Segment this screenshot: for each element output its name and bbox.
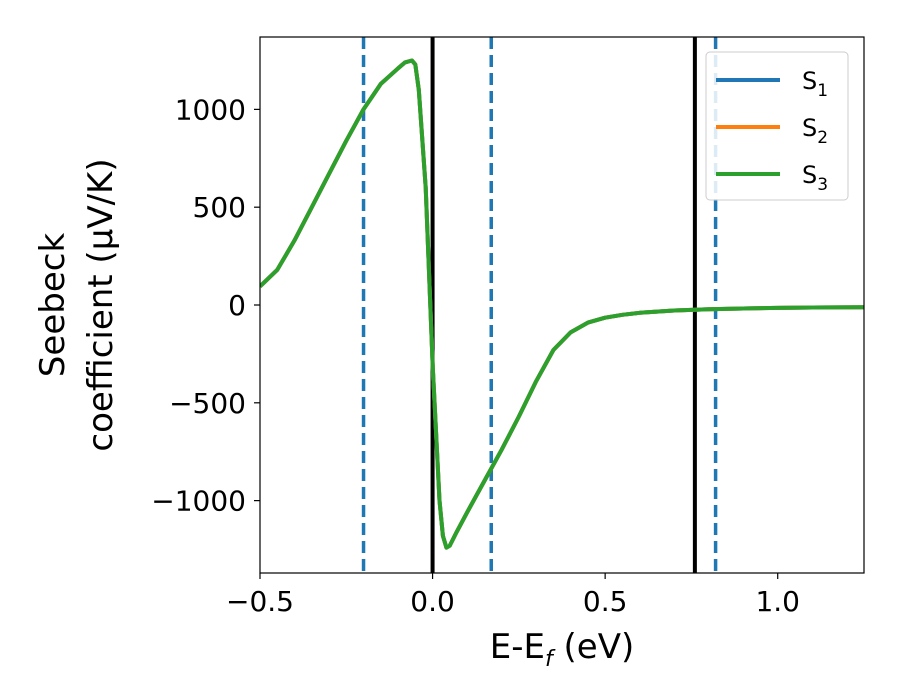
- x-axis-ticks: −0.5 0.0 0.5 1.0: [226, 573, 800, 618]
- y-axis-ticks: 1000 500 0 −500 −1000: [151, 93, 260, 518]
- y-tick-label: 0: [228, 289, 246, 322]
- x-tick-label: 1.0: [755, 585, 800, 618]
- legend-item-s1: S1: [716, 67, 828, 101]
- vertical-lines: [361, 37, 718, 573]
- y-tick-label: −1000: [151, 485, 246, 518]
- y-tick-label: 1000: [175, 93, 246, 126]
- legend-label: S2: [802, 114, 828, 148]
- x-tick-label: 0.0: [410, 585, 455, 618]
- y-tick-label: 500: [193, 191, 246, 224]
- x-tick-label: −0.5: [226, 585, 294, 618]
- y-axis-label-line1: Seebeck: [33, 233, 73, 378]
- legend-label: S3: [802, 161, 828, 195]
- series-lines: [260, 58, 864, 550]
- series-line-s3: [260, 58, 864, 550]
- legend: S1 S2 S3: [705, 51, 849, 201]
- legend-label: S1: [802, 67, 828, 101]
- legend-item-s3: S3: [716, 161, 828, 195]
- y-tick-label: −500: [169, 387, 246, 420]
- y-axis-label: Seebeck coefficient (μV/K): [33, 158, 121, 451]
- y-axis-label-line2: coefficient (μV/K): [81, 158, 121, 451]
- x-axis-label: E-Ef (eV): [490, 627, 635, 672]
- x-tick-label: 0.5: [583, 585, 628, 618]
- legend-item-s2: S2: [716, 114, 828, 148]
